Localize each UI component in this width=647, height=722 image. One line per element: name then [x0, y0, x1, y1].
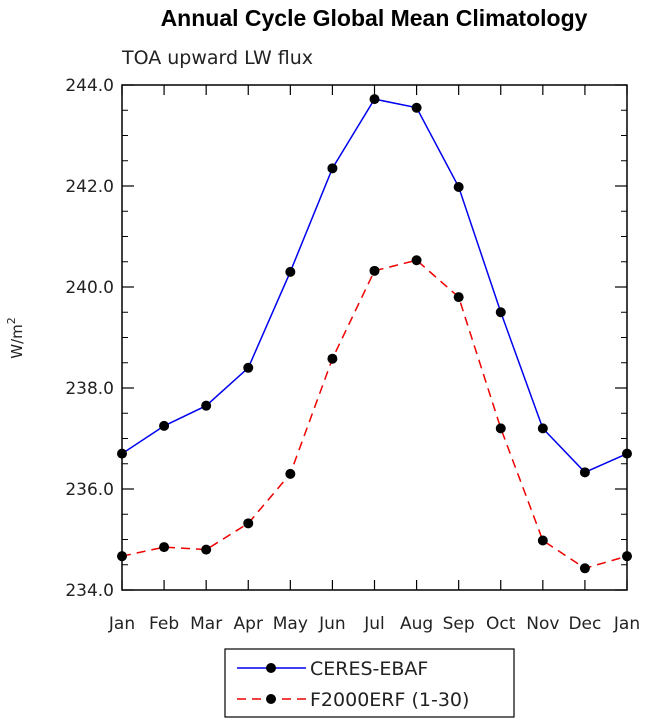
x-tick-label: Nov — [526, 614, 559, 634]
y-tick-label: 234.0 — [65, 581, 114, 601]
y-axis-label-superscript: 2 — [5, 317, 18, 324]
y-tick-label: 242.0 — [65, 177, 114, 197]
y-tick-label: 238.0 — [65, 379, 114, 399]
data-point-0 — [495, 307, 506, 318]
data-point-1 — [579, 563, 590, 574]
series-line-0 — [121, 98, 628, 474]
y-tick-label: 244.0 — [65, 76, 114, 96]
legend-marker-ceres — [266, 663, 276, 673]
x-tick-label: Aug — [400, 614, 433, 634]
x-tick-label: May — [273, 614, 308, 634]
chart-title: Annual Cycle Global Mean Climatology — [161, 5, 588, 31]
legend-label-f2000erf: F2000ERF (1-30) — [310, 689, 469, 711]
data-point-1 — [453, 292, 464, 303]
legend-label-ceres: CERES-EBAF — [310, 658, 428, 680]
data-point-1 — [495, 423, 506, 434]
x-tick-label: Oct — [486, 614, 516, 634]
data-point-0 — [159, 420, 170, 431]
x-tick-label: Jan — [108, 614, 135, 634]
data-point-1 — [369, 265, 380, 276]
data-point-0 — [579, 467, 590, 478]
data-point-0 — [285, 266, 296, 277]
x-tick-label: Jan — [613, 614, 640, 634]
tick-labels: Jan Feb Mar Apr May Jun Jul Aug Sep Oct Nov Dec Jan 2… — [65, 76, 640, 634]
data-point-0 — [201, 400, 212, 411]
data-point-1 — [159, 542, 170, 553]
y-axis-label-text: W/m — [8, 324, 26, 359]
legend-marker-f2000erf — [266, 694, 276, 704]
x-tick-label: Feb — [149, 614, 179, 634]
x-tick-label: Apr — [234, 614, 263, 634]
data-point-0 — [369, 94, 380, 105]
svg-text:W/m2: W/m2 — [5, 317, 26, 359]
y-tick-label: 240.0 — [65, 278, 114, 298]
x-tick-label: Mar — [190, 614, 222, 634]
data-point-0 — [537, 423, 548, 434]
axis-ticks — [121, 84, 628, 591]
series-line-1 — [121, 259, 628, 570]
y-axis-label: W/m2 — [5, 317, 26, 359]
y-tick-label: 236.0 — [65, 480, 114, 500]
data-point-1 — [201, 544, 212, 555]
data-point-0 — [327, 163, 338, 174]
plot-frame — [121, 84, 628, 591]
data-point-0 — [411, 102, 422, 113]
data-point-1 — [537, 535, 548, 546]
data-point-1 — [327, 353, 338, 364]
data-point-1 — [243, 518, 254, 529]
x-tick-label: Jun — [318, 614, 346, 634]
x-tick-label: Sep — [443, 614, 475, 634]
legend-box — [224, 648, 515, 718]
legend: CERES-EBAF F2000ERF (1-30) — [224, 648, 515, 718]
data-point-1 — [285, 468, 296, 479]
data-point-0 — [243, 362, 254, 373]
x-tick-label: Jul — [363, 614, 385, 634]
data-point-0 — [453, 182, 464, 193]
data-point-1 — [411, 255, 422, 266]
x-tick-label: Dec — [568, 614, 601, 634]
chart-subtitle: TOA upward LW flux — [121, 47, 313, 69]
data-series — [117, 94, 632, 574]
